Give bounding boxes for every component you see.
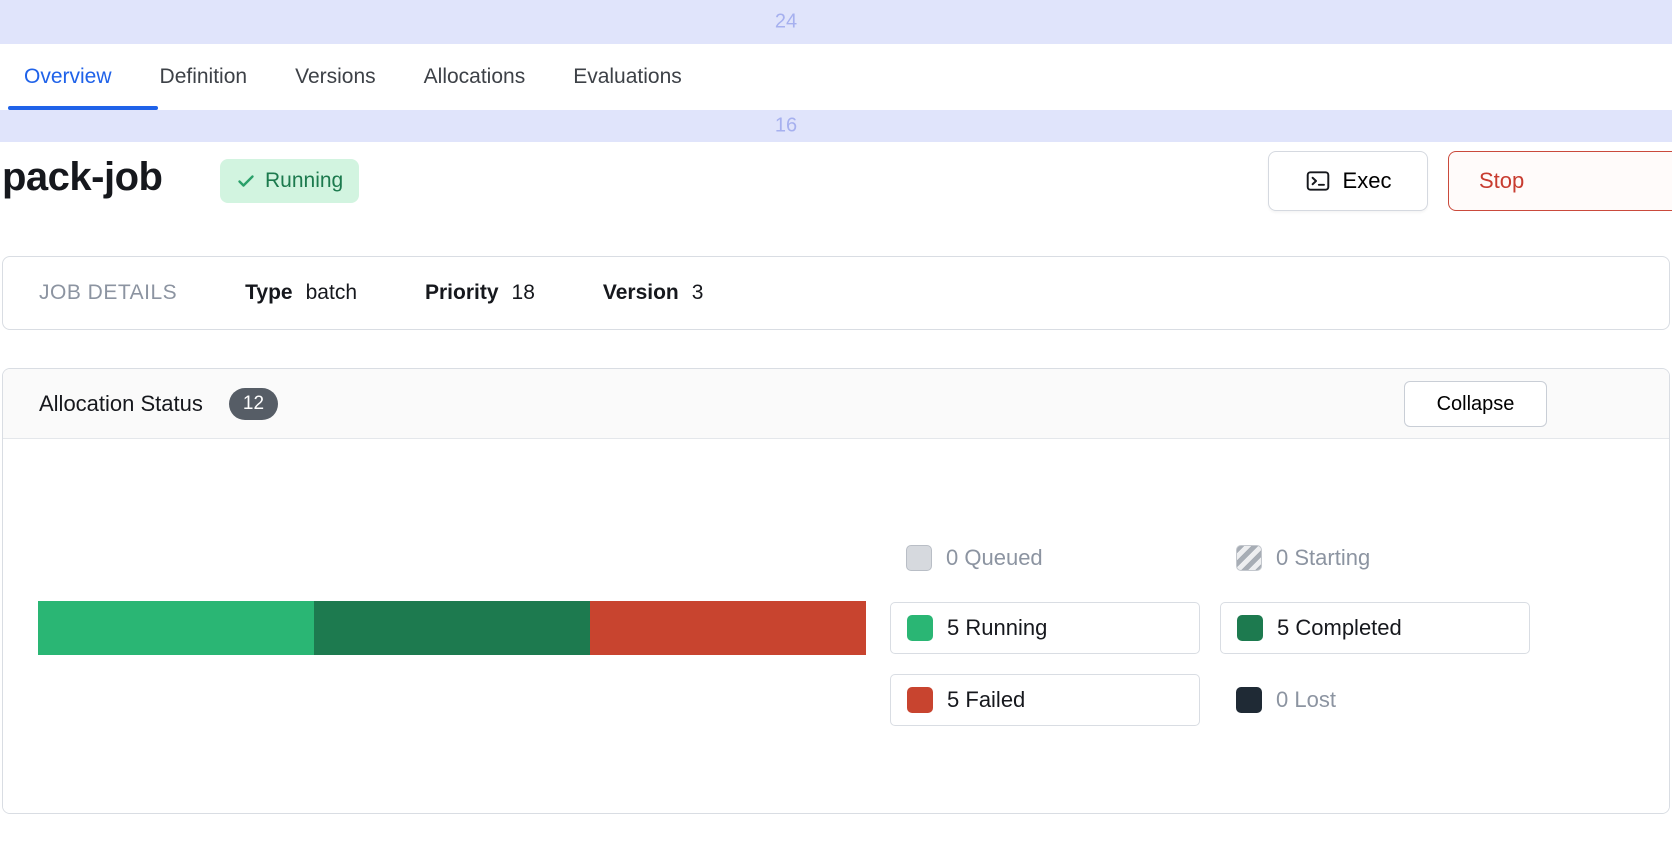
job-tabbar: Overview Definition Versions Allocations… bbox=[0, 44, 1672, 110]
stop-button-label: Stop bbox=[1479, 168, 1525, 193]
legend-queued-label: Queued bbox=[964, 545, 1043, 570]
legend-failed-label: Failed bbox=[965, 687, 1026, 712]
allocation-chart-area: 0 Queued 0 Starting 5 Running 5 Complete… bbox=[3, 439, 1669, 813]
bar-segment-completed[interactable] bbox=[313, 601, 590, 655]
collapse-button-label: Collapse bbox=[1436, 392, 1515, 415]
active-tab-underline bbox=[8, 106, 158, 110]
job-details-heading: JOB DETAILS bbox=[39, 281, 178, 304]
job-detail-type-value: batch bbox=[305, 281, 357, 304]
bar-segment-failed[interactable] bbox=[589, 601, 866, 655]
legend-item-running[interactable]: 5 Running bbox=[890, 602, 1200, 654]
legend-starting-count: 0 bbox=[1276, 545, 1289, 570]
job-detail-priority: Priority 18 bbox=[425, 281, 535, 305]
page-title: pack-job bbox=[2, 155, 163, 199]
status-badge-label: Running bbox=[265, 169, 344, 192]
job-detail-priority-label: Priority bbox=[425, 281, 499, 304]
job-detail-type: Type batch bbox=[245, 281, 357, 305]
legend-starting-label: Starting bbox=[1294, 545, 1371, 570]
lost-swatch bbox=[1236, 687, 1262, 713]
legend-item-lost: 0 Lost bbox=[1220, 680, 1336, 720]
legend-running-label: Running bbox=[965, 615, 1048, 640]
check-icon bbox=[238, 175, 254, 187]
legend-item-completed[interactable]: 5 Completed bbox=[1220, 602, 1530, 654]
starting-swatch bbox=[1236, 545, 1262, 571]
job-detail-type-label: Type bbox=[245, 281, 293, 304]
legend-lost-count: 0 bbox=[1276, 687, 1289, 712]
legend-completed-label: Completed bbox=[1295, 615, 1402, 640]
allocation-count-badge: 12 bbox=[228, 387, 279, 420]
job-detail-version-value: 3 bbox=[691, 281, 704, 304]
job-details-strip: JOB DETAILS Type batch Priority 18 Version… bbox=[2, 256, 1670, 330]
status-badge: Running bbox=[220, 159, 360, 203]
tab-overview[interactable]: Overview bbox=[24, 65, 112, 88]
running-swatch bbox=[907, 615, 933, 641]
legend-lost-label: Lost bbox=[1294, 687, 1336, 712]
legend-item-queued: 0 Queued bbox=[890, 538, 1043, 578]
allocation-status-panel: Allocation Status 12 Collapse 0 Queued 0… bbox=[2, 368, 1670, 814]
spacing-annotation-top-label: 24 bbox=[774, 10, 798, 33]
allocation-bar bbox=[38, 601, 866, 655]
exec-button-label: Exec bbox=[1342, 168, 1392, 193]
tab-evaluations[interactable]: Evaluations bbox=[573, 65, 682, 88]
allocation-status-header: Allocation Status 12 bbox=[3, 369, 1669, 439]
job-detail-version-label: Version bbox=[602, 281, 679, 304]
job-detail-version: Version 3 bbox=[603, 281, 704, 305]
legend-completed-count: 5 bbox=[1277, 615, 1290, 640]
completed-swatch bbox=[1237, 615, 1263, 641]
legend-running-count: 5 bbox=[947, 615, 960, 640]
bar-segment-running[interactable] bbox=[38, 601, 314, 655]
stop-button[interactable]: Stop bbox=[1448, 151, 1672, 211]
exec-button[interactable]: Exec bbox=[1268, 151, 1428, 211]
legend-item-failed[interactable]: 5 Failed bbox=[890, 674, 1200, 726]
legend-queued-count: 0 bbox=[946, 545, 959, 570]
legend-item-starting: 0 Starting bbox=[1220, 538, 1370, 578]
failed-swatch bbox=[907, 687, 933, 713]
queued-swatch bbox=[906, 545, 932, 571]
terminal-icon bbox=[1306, 171, 1329, 191]
spacing-annotation-middle: 16 bbox=[0, 110, 1672, 142]
tab-versions[interactable]: Versions bbox=[295, 65, 376, 88]
tab-allocations[interactable]: Allocations bbox=[423, 65, 526, 88]
spacing-annotation-middle-label: 16 bbox=[774, 114, 798, 137]
collapse-button[interactable]: Collapse bbox=[1404, 381, 1547, 427]
tab-definition[interactable]: Definition bbox=[159, 65, 248, 88]
legend-failed-count: 5 bbox=[947, 687, 960, 712]
allocation-status-title: Allocation Status bbox=[39, 390, 203, 416]
job-detail-priority-value: 18 bbox=[511, 281, 535, 304]
spacing-annotation-top: 24 bbox=[0, 0, 1672, 44]
